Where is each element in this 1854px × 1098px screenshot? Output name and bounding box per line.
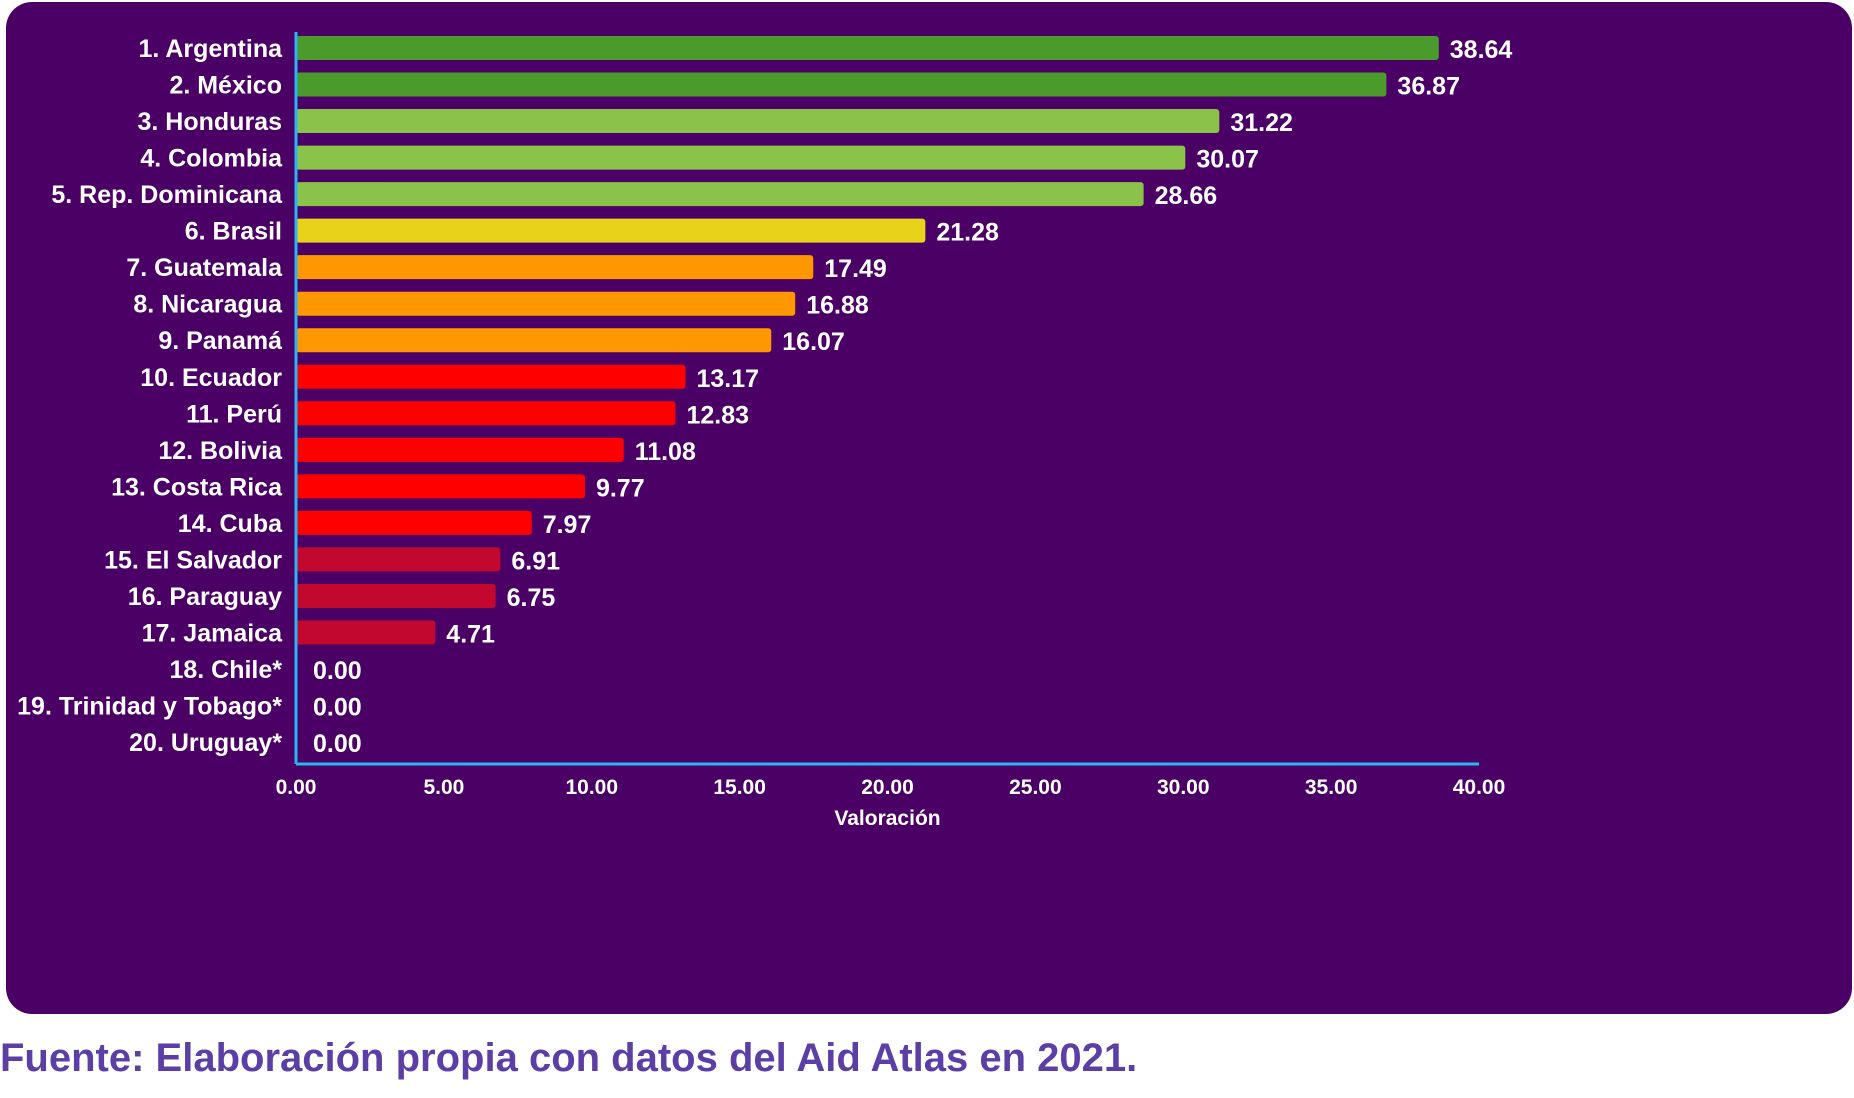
category-label-2-mexico: 2. México xyxy=(169,72,282,100)
x-tick-15-00: 15.00 xyxy=(713,776,766,799)
x-tick-30-00: 30.00 xyxy=(1157,776,1210,799)
bar-16-paraguay xyxy=(296,583,496,608)
x-tick-0-00: 0.00 xyxy=(276,776,317,799)
bar-10-ecuador xyxy=(296,364,686,389)
bar-9-panama xyxy=(296,328,772,353)
bar-5-rep-dominicana xyxy=(296,182,1144,207)
category-label-9-panama: 9. Panamá xyxy=(158,327,282,355)
category-label-12-bolivia: 12. Bolivia xyxy=(158,437,283,465)
value-label-3-honduras: 31.22 xyxy=(1230,109,1293,137)
x-tick-10-00: 10.00 xyxy=(565,776,618,799)
value-label-17-jamaica: 4.71 xyxy=(446,620,495,648)
x-tick-35-00: 35.00 xyxy=(1305,776,1358,799)
bar-1-argentina xyxy=(296,36,1439,60)
chart-panel: 1. Argentina 2. México 3. Honduras 4. Colom… xyxy=(6,2,1852,1014)
value-label-9-panama: 16.07 xyxy=(782,328,845,356)
category-labels: 1. Argentina 2. México 3. Honduras 4. Colom… xyxy=(17,35,283,757)
x-tick-40-00: 40.00 xyxy=(1453,776,1506,799)
x-axis-title: Valoración xyxy=(834,807,940,830)
category-label-6-brasil: 6. Brasil xyxy=(185,218,282,246)
category-label-20-uruguay: 20. Uruguay* xyxy=(129,729,282,757)
category-label-10-ecuador: 10. Ecuador xyxy=(140,364,282,392)
category-label-3-honduras: 3. Honduras xyxy=(138,108,282,136)
category-label-13-costa-rica: 13. Costa Rica xyxy=(111,473,283,501)
value-label-6-brasil: 21.28 xyxy=(936,219,999,247)
value-label-10-ecuador: 13.17 xyxy=(697,365,760,393)
value-label-2-mexico: 36.87 xyxy=(1397,73,1460,101)
bar-11-peru xyxy=(296,401,676,426)
x-tick-labels: 0.00 5.00 10.00 15.00 20.00 25.00 30.00 35.00 40… xyxy=(276,776,1506,799)
x-tick-5-00: 5.00 xyxy=(423,776,464,799)
value-label-4-colombia: 30.07 xyxy=(1196,146,1259,174)
bar-chart: 1. Argentina 2. México 3. Honduras 4. Colom… xyxy=(17,32,1512,830)
category-label-1-argentina: 1. Argentina xyxy=(138,35,283,63)
x-tick-20-00: 20.00 xyxy=(861,776,914,799)
category-label-14-cuba: 14. Cuba xyxy=(178,510,283,538)
category-label-4-colombia: 4. Colombia xyxy=(140,145,283,173)
bar-17-jamaica xyxy=(296,620,436,645)
category-label-17-jamaica: 17. Jamaica xyxy=(142,619,283,647)
value-label-12-bolivia: 11.08 xyxy=(635,438,696,466)
bar-4-colombia xyxy=(296,145,1186,170)
bar-6-brasil xyxy=(296,218,926,243)
category-label-5-rep-dominicana: 5. Rep. Dominicana xyxy=(51,181,283,209)
category-label-11-peru: 11. Perú xyxy=(186,400,282,428)
category-label-19-trinidad-y-tobago: 19. Trinidad y Tobago* xyxy=(17,693,282,721)
x-tick-25-00: 25.00 xyxy=(1009,776,1062,799)
category-label-18-chile: 18. Chile* xyxy=(169,656,282,684)
value-label-5-rep-dominicana: 28.66 xyxy=(1155,182,1218,210)
bar-15-el-salvador xyxy=(296,547,501,572)
source-note: Fuente: Elaboración propia con datos del… xyxy=(0,1036,1138,1080)
category-label-8-nicaragua: 8. Nicaragua xyxy=(133,291,283,319)
value-label-15-el-salvador: 6.91 xyxy=(511,547,560,575)
bar-3-honduras xyxy=(296,109,1220,134)
bar-8-nicaragua xyxy=(296,291,796,316)
bar-2-mexico xyxy=(296,72,1387,97)
bars-layer xyxy=(296,36,1439,645)
value-labels: 38.64 36.87 31.22 30.07 28.66 21.28 17.49 16.88… xyxy=(313,36,1512,758)
bar-12-bolivia xyxy=(296,437,624,462)
value-label-20-uruguay: 0.00 xyxy=(313,730,362,758)
bar-7-guatemala xyxy=(296,255,814,280)
value-label-1-argentina: 38.64 xyxy=(1450,36,1513,64)
value-label-19-trinidad-y-tobago: 0.00 xyxy=(313,694,362,722)
value-label-18-chile: 0.00 xyxy=(313,657,362,685)
value-label-8-nicaragua: 16.88 xyxy=(806,292,869,320)
bar-14-cuba xyxy=(296,510,532,535)
value-label-11-peru: 12.83 xyxy=(686,401,749,429)
category-label-16-paraguay: 16. Paraguay xyxy=(128,583,282,611)
bar-13-costa-rica xyxy=(296,474,585,499)
value-label-14-cuba: 7.97 xyxy=(543,511,592,539)
category-label-15-el-salvador: 15. El Salvador xyxy=(104,546,282,574)
value-label-13-costa-rica: 9.77 xyxy=(596,474,645,502)
value-label-7-guatemala: 17.49 xyxy=(824,255,887,283)
value-label-16-paraguay: 6.75 xyxy=(507,584,556,612)
category-label-7-guatemala: 7. Guatemala xyxy=(126,254,283,282)
